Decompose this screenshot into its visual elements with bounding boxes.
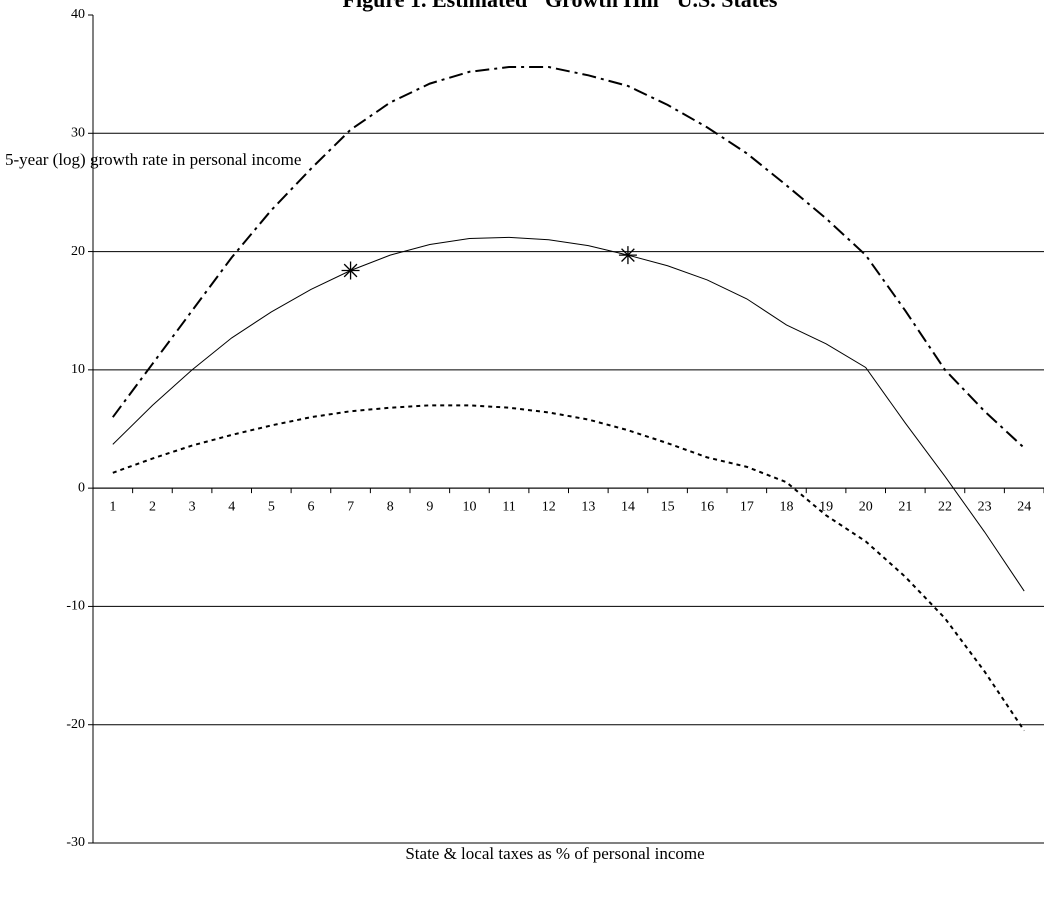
y-tick-label: 10 <box>71 362 85 377</box>
x-tick-label: 16 <box>700 499 714 514</box>
x-tick-label: 9 <box>426 499 433 514</box>
y-tick-label: -20 <box>66 717 85 732</box>
x-tick-label: 8 <box>387 499 394 514</box>
y-axis-title: 5-year (log) growth rate in personal inc… <box>5 150 301 169</box>
x-tick-label: 20 <box>859 499 873 514</box>
y-tick-label: 40 <box>71 7 85 22</box>
y-tick-label: -30 <box>66 835 85 850</box>
x-tick-label: 19 <box>819 499 833 514</box>
x-tick-label: 24 <box>1017 499 1031 514</box>
x-tick-label: 13 <box>581 499 595 514</box>
x-tick-label: 1 <box>109 499 116 514</box>
marker-stroke <box>621 248 635 262</box>
x-tick-label: 17 <box>740 499 754 514</box>
marker-stroke <box>343 263 358 278</box>
x-tick-label: 7 <box>347 499 354 514</box>
y-tick-label: 30 <box>71 126 85 141</box>
x-tick-label: 3 <box>189 499 196 514</box>
series-line <box>112 404 1026 732</box>
x-tick-label: 15 <box>661 499 675 514</box>
marker <box>341 261 360 280</box>
x-tick-label: 4 <box>228 499 235 514</box>
x-tick-label: 23 <box>978 499 992 514</box>
marker <box>618 246 637 265</box>
y-tick-label: -10 <box>66 599 85 614</box>
x-tick-label: 22 <box>938 499 952 514</box>
y-tick-label: 0 <box>78 480 85 495</box>
x-axis-title: State & local taxes as % of personal inc… <box>405 844 704 863</box>
chart-title: Figure 1. Estimated "Growth Hill" U.S. S… <box>343 0 778 12</box>
x-tick-label: 14 <box>621 499 635 514</box>
y-tick-label: 20 <box>71 244 85 259</box>
x-tick-label: 18 <box>779 499 793 514</box>
series-line <box>112 66 1025 449</box>
x-tick-label: 10 <box>462 499 476 514</box>
x-tick-label: 21 <box>898 499 912 514</box>
x-tick-label: 5 <box>268 499 275 514</box>
series-line <box>112 236 1025 592</box>
x-tick-label: 12 <box>542 499 556 514</box>
x-tick-label: 6 <box>307 499 314 514</box>
x-tick-label: 11 <box>502 499 515 514</box>
x-tick-label: 2 <box>149 499 156 514</box>
